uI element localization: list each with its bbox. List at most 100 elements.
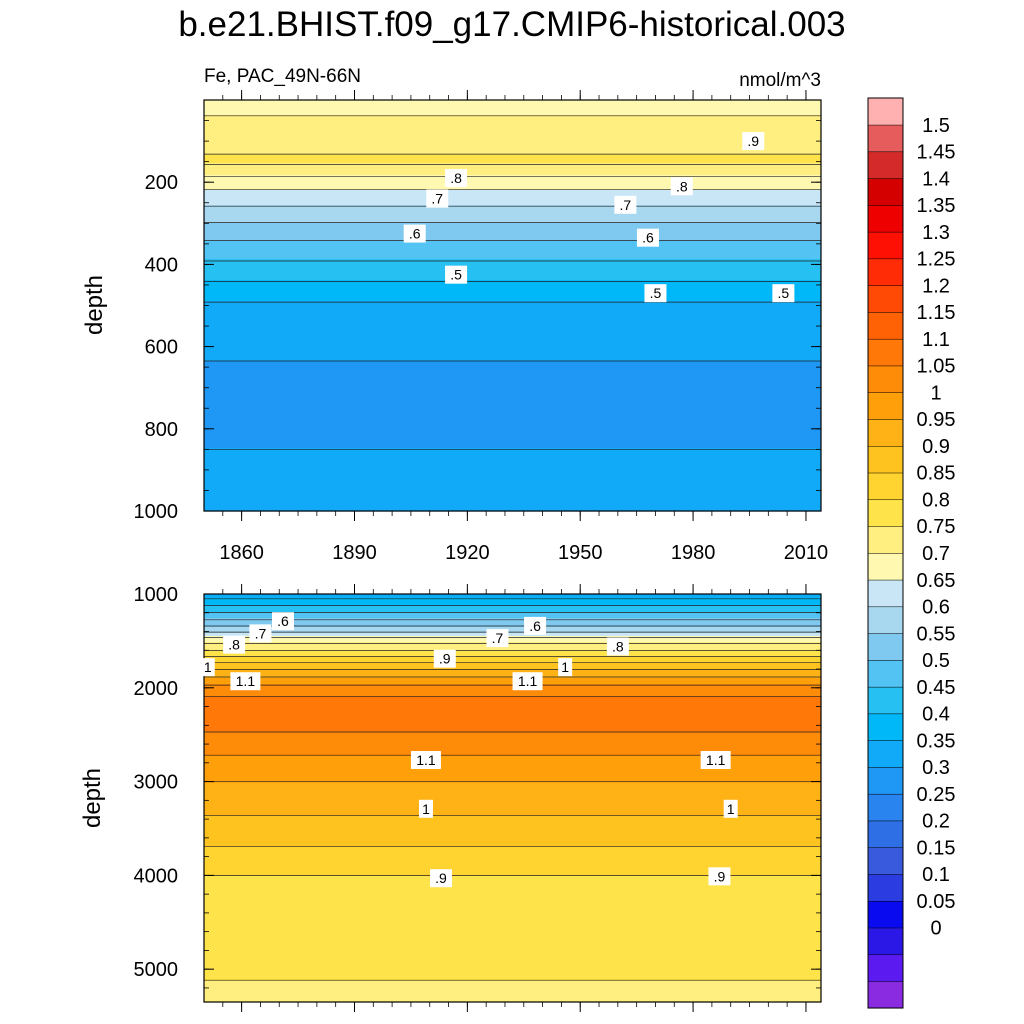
chart-title: b.e21.BHIST.f09_g17.CMIP6-historical.003 — [178, 5, 845, 44]
upper-value-band — [204, 331, 821, 335]
upper-value-band — [204, 307, 821, 311]
colorbar-swatch — [867, 820, 904, 848]
lower-value-band — [204, 660, 821, 664]
upper-value-band — [204, 193, 821, 197]
contour-label: 1.1 — [518, 673, 538, 689]
upper-value-band — [204, 508, 821, 512]
upper-value-band — [204, 151, 821, 155]
upper-value-band — [204, 472, 821, 476]
colorbar-swatch — [867, 231, 904, 260]
upper-value-band — [204, 409, 821, 413]
colorbar-label: 0.85 — [917, 463, 956, 485]
lower-value-band — [204, 861, 821, 865]
upper-value-band — [204, 241, 821, 245]
colorbar-swatch — [867, 525, 904, 554]
upper-value-band — [204, 283, 821, 287]
upper-value-band — [204, 445, 821, 449]
lower-y-tick-label: 4000 — [134, 865, 179, 887]
contour-label: 1.1 — [236, 673, 256, 689]
lower-value-band — [204, 948, 821, 952]
upper-value-band — [204, 169, 821, 173]
lower-value-band — [204, 924, 821, 928]
lower-value-band — [204, 843, 821, 847]
colorbar-swatch — [867, 579, 904, 608]
upper-value-band — [204, 364, 821, 368]
contour-label: .9 — [435, 870, 447, 886]
lower-value-band — [204, 831, 821, 835]
upper-value-band — [204, 187, 821, 191]
lower-value-band — [204, 702, 821, 706]
lower-value-band — [204, 711, 821, 715]
contour-label: .8 — [676, 178, 688, 194]
upper-value-band — [204, 379, 821, 383]
upper-value-band — [204, 256, 821, 260]
upper-value-band — [204, 451, 821, 455]
upper-value-band — [204, 310, 821, 314]
upper-value-band — [204, 430, 821, 434]
upper-value-band — [204, 157, 821, 161]
contour-label-box — [410, 751, 441, 770]
lower-value-band — [204, 645, 821, 649]
colorbar-label: 1.45 — [917, 142, 956, 164]
lower-value-band — [204, 918, 821, 922]
colorbar-swatch — [867, 954, 904, 982]
lower-value-band — [204, 828, 821, 832]
upper-value-band — [204, 487, 821, 491]
contour-label-box — [614, 195, 637, 214]
colorbar-label: 1.05 — [917, 356, 956, 378]
lower-value-band — [204, 978, 821, 982]
colorbar-swatch — [867, 97, 904, 126]
upper-value-band — [204, 229, 821, 233]
lower-value-band — [204, 810, 821, 814]
colorbar-swatch — [867, 311, 904, 340]
upper-value-band — [204, 424, 821, 428]
colorbar-swatch — [867, 418, 904, 447]
upper-value-band — [204, 139, 821, 143]
colorbar-label: 1.2 — [922, 275, 950, 297]
upper-value-band — [204, 493, 821, 497]
upper-value-band — [204, 286, 821, 290]
upper-value-band — [204, 268, 821, 272]
lower-value-band — [204, 717, 821, 721]
colorbar-label: 0.7 — [922, 543, 950, 565]
contour-label-box — [670, 177, 693, 196]
x-tick-label: 1860 — [219, 542, 264, 564]
lower-value-band — [204, 870, 821, 874]
contour-label-box — [433, 649, 456, 668]
colorbar-label: 1.25 — [917, 249, 956, 271]
upper-value-band — [204, 403, 821, 407]
upper-y-tick-label: 1000 — [134, 501, 179, 523]
upper-value-band — [204, 124, 821, 128]
lower-y-tick-label: 1000 — [134, 584, 179, 606]
colorbar-swatch — [867, 873, 904, 902]
upper-value-band — [204, 316, 821, 320]
contour-label: .8 — [612, 639, 624, 655]
upper-value-band — [204, 103, 821, 107]
colorbar-swatch — [867, 847, 904, 875]
lower-value-band — [204, 849, 821, 853]
lower-y-tick-label: 5000 — [134, 959, 179, 981]
upper-value-band — [204, 181, 821, 185]
contour-label-box — [418, 799, 433, 818]
upper-value-band — [204, 115, 821, 119]
lower-value-band — [204, 696, 821, 700]
colorbar-swatch — [867, 980, 904, 1009]
lower-value-band — [204, 897, 821, 901]
contour-label-box — [644, 284, 667, 303]
upper-value-band — [204, 226, 821, 230]
upper-value-band — [204, 427, 821, 431]
upper-value-band — [204, 484, 821, 488]
colorbar-label: 0.75 — [917, 516, 956, 538]
contour-label: .5 — [450, 267, 462, 283]
upper-value-band — [204, 238, 821, 242]
colorbar-label: 1.4 — [922, 168, 950, 190]
upper-value-band — [204, 100, 821, 104]
colorbar-label: 0.05 — [917, 891, 956, 913]
upper-contour-lines — [204, 115, 821, 450]
lower-contour-fill — [204, 594, 821, 1003]
colorbar-label: 0.95 — [917, 409, 956, 431]
upper-value-band — [204, 274, 821, 278]
upper-value-band — [204, 142, 821, 146]
upper-value-band — [204, 439, 821, 443]
